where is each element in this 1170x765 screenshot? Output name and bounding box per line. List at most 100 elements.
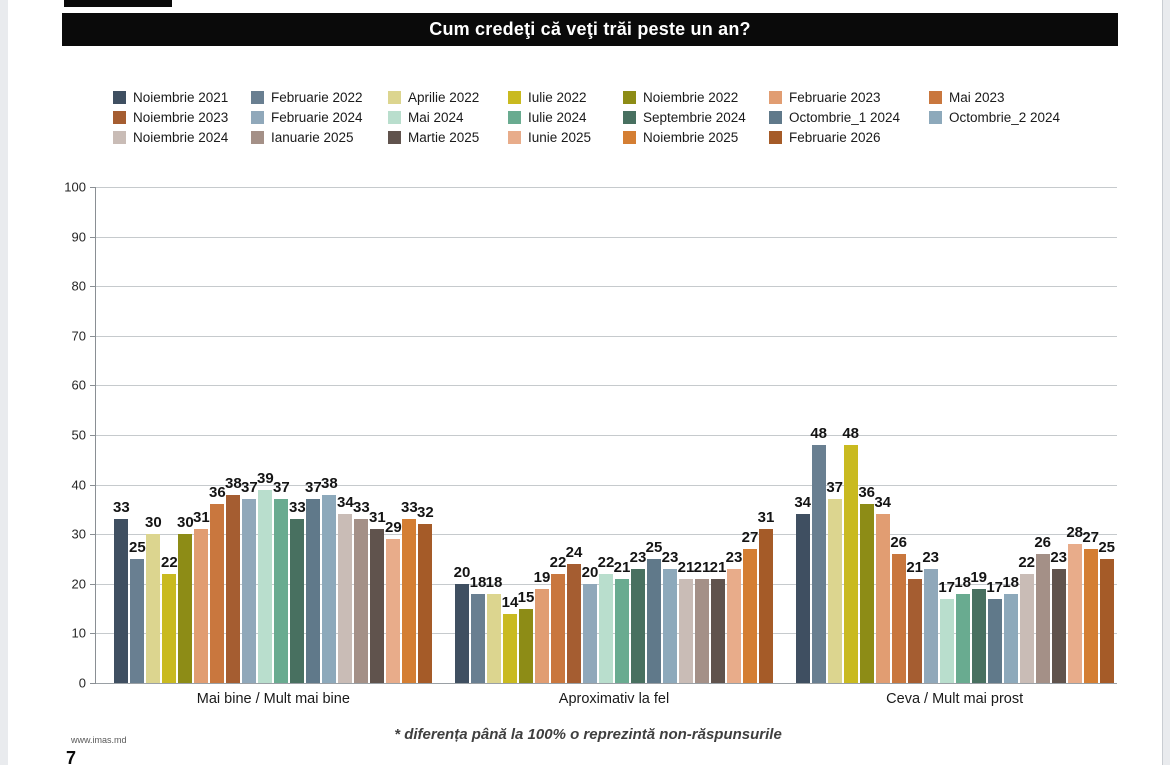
bar-value-label: 38 bbox=[320, 474, 338, 492]
bar-value-label: 18 bbox=[1002, 573, 1019, 591]
axis-tick bbox=[90, 683, 96, 684]
legend-label: Februarie 2022 bbox=[271, 90, 363, 105]
legend-label: Ianuarie 2025 bbox=[271, 130, 354, 145]
bar bbox=[487, 593, 501, 683]
bar-value-label: 33 bbox=[400, 499, 418, 517]
bar bbox=[939, 598, 954, 683]
source-website: www.imas.md bbox=[71, 735, 127, 745]
legend-item: Februarie 2023 bbox=[769, 88, 929, 107]
legend-swatch-icon bbox=[769, 91, 782, 104]
bar bbox=[306, 499, 321, 683]
bar-value-label: 21 bbox=[709, 558, 727, 576]
category-label: Mai bine / Mult mai bine bbox=[196, 691, 350, 707]
bar bbox=[743, 549, 757, 683]
legend-label: Februarie 2024 bbox=[271, 110, 363, 125]
bar bbox=[891, 554, 906, 683]
bar-value-label: 34 bbox=[874, 494, 891, 512]
y-axis-label: 30 bbox=[71, 526, 86, 542]
gridline bbox=[96, 187, 1117, 188]
gridline bbox=[96, 534, 1117, 536]
bar-value-label: 33 bbox=[352, 499, 370, 517]
legend-item: Aprilie 2022 bbox=[388, 88, 508, 107]
legend-label: Aprilie 2022 bbox=[408, 90, 480, 105]
bar-value-label: 23 bbox=[661, 548, 679, 566]
bar-value-label: 25 bbox=[1098, 539, 1115, 556]
y-axis-label: 20 bbox=[71, 576, 86, 592]
bar-value-label: 48 bbox=[842, 424, 859, 442]
bar bbox=[971, 588, 986, 683]
bar-value-label: 21 bbox=[693, 558, 711, 576]
legend-swatch-icon bbox=[623, 91, 636, 104]
bar bbox=[503, 613, 517, 683]
bar bbox=[274, 499, 289, 683]
bar bbox=[1083, 549, 1098, 683]
bar-value-label: 20 bbox=[453, 563, 471, 581]
bar-value-label: 34 bbox=[336, 494, 354, 512]
bar bbox=[162, 573, 177, 683]
bar-value-label: 25 bbox=[128, 539, 146, 556]
bar bbox=[615, 578, 629, 683]
bar bbox=[907, 578, 922, 683]
legend-swatch-icon bbox=[388, 91, 401, 104]
legend-label: Noiembrie 2021 bbox=[133, 90, 229, 105]
bar bbox=[1003, 593, 1018, 683]
bar-value-label: 22 bbox=[1018, 553, 1035, 571]
legend-item: Februarie 2026 bbox=[769, 128, 929, 147]
bar-value-label: 22 bbox=[549, 553, 567, 571]
bar-value-label: 21 bbox=[906, 558, 923, 576]
legend-item: Noiembrie 2023 bbox=[113, 108, 251, 127]
bar bbox=[455, 583, 469, 683]
bar-value-label: 31 bbox=[192, 509, 210, 527]
legend-label: Octombrie_1 2024 bbox=[789, 110, 901, 125]
legend-item: Martie 2025 bbox=[388, 128, 508, 147]
page-number: 7 bbox=[66, 748, 77, 765]
bar bbox=[599, 573, 613, 683]
legend-item: Noiembrie 2025 bbox=[623, 128, 769, 147]
bar-value-label: 23 bbox=[725, 548, 743, 566]
legend-swatch-icon bbox=[113, 91, 126, 104]
bar bbox=[418, 524, 433, 683]
bar bbox=[631, 568, 645, 683]
chart-legend: Noiembrie 2021 Februarie 2022 Aprilie 2022… bbox=[113, 88, 1128, 147]
bar-value-label: 37 bbox=[240, 479, 258, 497]
bar bbox=[290, 519, 305, 683]
bar bbox=[1051, 568, 1066, 683]
y-axis-label: 50 bbox=[71, 427, 86, 443]
bar bbox=[795, 514, 810, 683]
bar-value-label: 22 bbox=[597, 553, 615, 571]
bar bbox=[827, 499, 842, 683]
gridline bbox=[96, 484, 1117, 486]
y-axis-label: 80 bbox=[71, 278, 86, 294]
bar bbox=[386, 539, 401, 683]
bar bbox=[535, 588, 549, 683]
bar bbox=[370, 529, 385, 683]
category-label: Aproximativ la fel bbox=[558, 691, 670, 707]
legend-item: Octombrie_2 2024 bbox=[929, 108, 1128, 127]
bar bbox=[1067, 544, 1082, 683]
y-axis-label: 70 bbox=[71, 328, 86, 344]
bar bbox=[242, 499, 257, 683]
bar-value-label: 18 bbox=[469, 573, 487, 591]
bar-value-label: 33 bbox=[288, 499, 306, 517]
bar-value-label: 26 bbox=[1034, 534, 1051, 552]
gridline bbox=[96, 236, 1117, 238]
legend-label: Septembrie 2024 bbox=[643, 110, 746, 125]
legend-swatch-icon bbox=[251, 111, 264, 124]
legend-swatch-icon bbox=[388, 131, 401, 144]
legend-label: Februarie 2026 bbox=[789, 130, 881, 145]
bar bbox=[194, 529, 209, 683]
bar-value-label: 17 bbox=[986, 578, 1003, 596]
bar bbox=[843, 444, 858, 683]
bar bbox=[987, 598, 1002, 683]
bar bbox=[567, 563, 581, 683]
bar-value-label: 37 bbox=[304, 479, 322, 497]
bar-value-label: 38 bbox=[224, 474, 242, 492]
bar bbox=[114, 519, 129, 683]
bar bbox=[338, 514, 353, 683]
bar-value-label: 21 bbox=[677, 558, 695, 576]
bar-value-label: 19 bbox=[533, 568, 551, 586]
bar-value-label: 23 bbox=[1050, 548, 1067, 566]
bar-value-label: 18 bbox=[954, 573, 971, 591]
bar bbox=[210, 504, 225, 683]
legend-swatch-icon bbox=[929, 91, 942, 104]
